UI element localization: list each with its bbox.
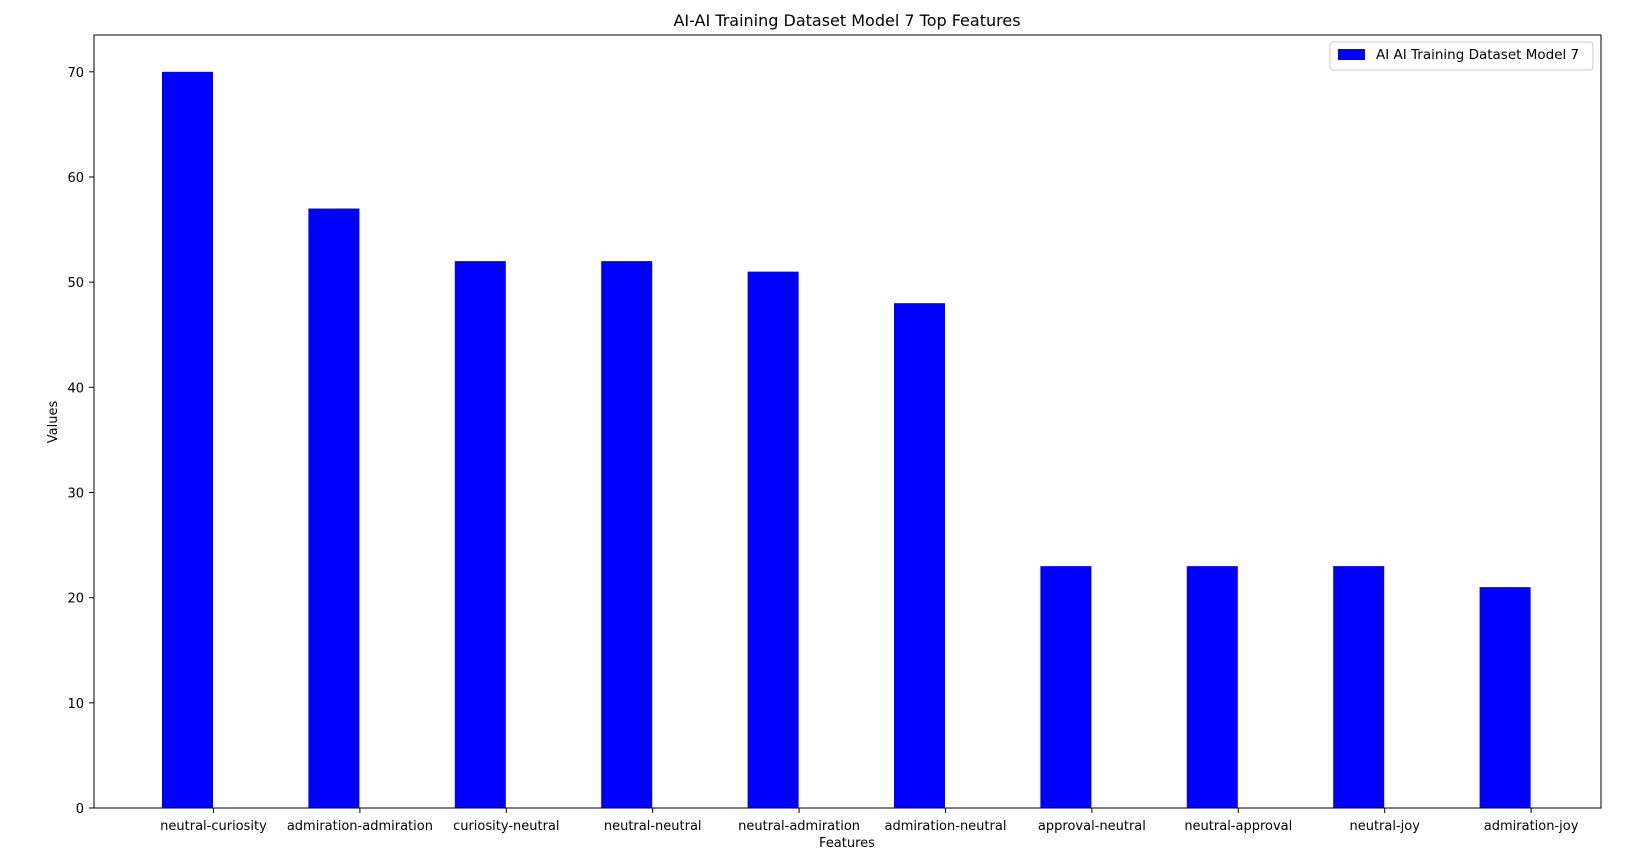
chart-title: AI-AI Training Dataset Model 7 Top Featu… [673, 11, 1020, 30]
y-tick-label: 20 [67, 592, 84, 607]
bar-admiration-joy [1479, 587, 1531, 808]
y-tick-label: 60 [67, 171, 84, 186]
y-axis-label: Values [46, 401, 61, 444]
legend-swatch [1338, 49, 1365, 60]
y-tick-label: 40 [67, 381, 84, 396]
y-tick-label: 0 [76, 802, 84, 817]
bar-neutral-approval [1186, 566, 1238, 808]
y-tick-label: 30 [67, 486, 84, 501]
legend: AI AI Training Dataset Model 7 [1329, 41, 1594, 71]
bar-neutral-neutral [601, 261, 653, 808]
y-axis-ticks: 0 10 20 30 40 50 60 70 [67, 66, 94, 817]
y-tick-label: 50 [67, 276, 84, 291]
x-tick-label: neutral-neutral [604, 819, 702, 834]
y-tick-label: 70 [67, 66, 84, 81]
x-tick-label: admiration-joy [1484, 819, 1579, 834]
legend-frame [1329, 41, 1594, 71]
bars-layer [162, 71, 1531, 808]
x-axis-ticks: neutral-curiosity admiration-admiration cu… [160, 808, 1579, 834]
x-tick-label: neutral-admiration [738, 819, 860, 834]
x-tick-label: admiration-neutral [885, 819, 1007, 834]
bar-neutral-curiosity [162, 71, 213, 808]
bar-admiration-admiration [308, 208, 360, 808]
x-tick-label: neutral-approval [1184, 819, 1292, 834]
legend-label: AI AI Training Dataset Model 7 [1376, 47, 1579, 63]
bar-approval-neutral [1040, 566, 1092, 808]
plot-frame [93, 34, 1602, 809]
x-tick-label: approval-neutral [1038, 819, 1146, 834]
x-tick-label: curiosity-neutral [453, 819, 559, 834]
bar-neutral-admiration [747, 271, 799, 808]
x-tick-label: neutral-curiosity [160, 819, 267, 834]
x-tick-label: neutral-joy [1349, 819, 1420, 834]
x-tick-label: admiration-admiration [287, 819, 433, 834]
x-axis-label: Features [819, 836, 875, 851]
bar-admiration-neutral [894, 303, 945, 808]
y-tick-label: 10 [67, 697, 84, 712]
bar-curiosity-neutral [454, 261, 506, 808]
bar-neutral-joy [1333, 566, 1385, 808]
